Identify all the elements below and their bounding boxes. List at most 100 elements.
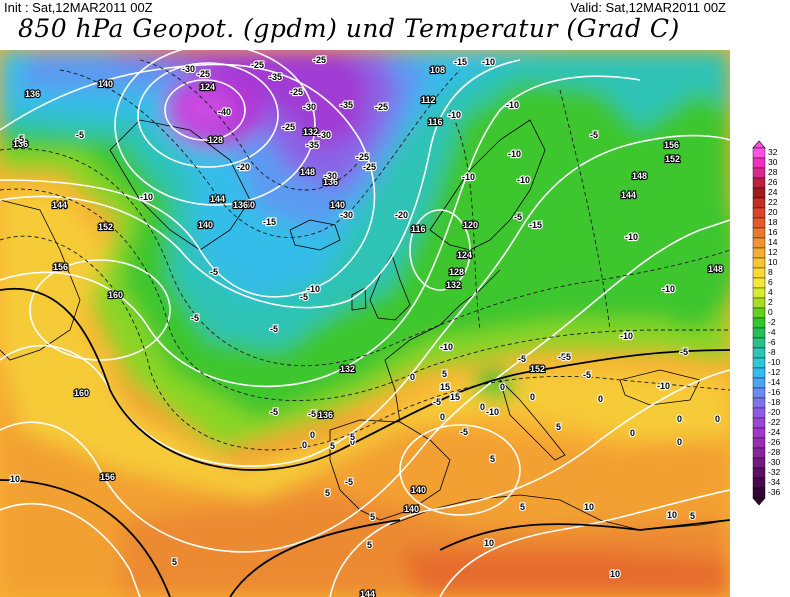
legend-bottom-arrow bbox=[752, 497, 766, 506]
temperature-label: -10 bbox=[625, 232, 638, 242]
legend-swatch bbox=[752, 197, 766, 209]
temperature-label: -5 bbox=[16, 134, 24, 144]
temperature-label: 10 bbox=[10, 474, 20, 484]
temperature-label: 0 bbox=[677, 437, 682, 447]
legend-swatch bbox=[752, 207, 766, 219]
legend-swatch bbox=[752, 237, 766, 249]
legend-tick-label: 28 bbox=[768, 167, 778, 177]
geopotential-label: 148 bbox=[708, 264, 723, 274]
legend-tick-label: 26 bbox=[768, 177, 778, 187]
temperature-label: -5 bbox=[563, 352, 571, 362]
geopotential-label: 112 bbox=[421, 95, 436, 105]
geopotential-label: 136 bbox=[25, 89, 40, 99]
legend-swatch bbox=[752, 157, 766, 169]
temperature-label: -30 bbox=[303, 102, 316, 112]
legend-tick-label: 32 bbox=[768, 147, 778, 157]
legend-swatch bbox=[752, 327, 766, 339]
legend-tick-label: -10 bbox=[768, 357, 781, 367]
legend-swatch bbox=[752, 297, 766, 309]
temperature-label: -5 bbox=[191, 313, 199, 323]
legend-swatch bbox=[752, 417, 766, 429]
temperature-label: -5 bbox=[270, 324, 278, 334]
temperature-label: -5 bbox=[680, 347, 688, 357]
geopotential-label: 152 bbox=[98, 222, 113, 232]
geopotential-label: 148 bbox=[632, 171, 647, 181]
temperature-label: -25 bbox=[363, 162, 376, 172]
legend-tick-label: 20 bbox=[768, 207, 778, 217]
legend-top-arrow bbox=[752, 140, 766, 149]
geopotential-label: 136 bbox=[233, 200, 248, 210]
legend-tick-label: 4 bbox=[768, 287, 773, 297]
temperature-label: 0 bbox=[410, 372, 415, 382]
geopotential-label: 144 bbox=[621, 190, 636, 200]
geopotential-label: 140 bbox=[98, 79, 113, 89]
temperature-label: -10 bbox=[517, 175, 530, 185]
geopotential-label: 128 bbox=[449, 267, 464, 277]
legend-swatch bbox=[752, 177, 766, 189]
legend-tick-label: -6 bbox=[768, 337, 776, 347]
temperature-label: -5 bbox=[518, 354, 526, 364]
temperature-label: 10 bbox=[484, 538, 494, 548]
geopotential-label: 132 bbox=[446, 280, 461, 290]
legend-tick-label: -24 bbox=[768, 427, 781, 437]
temperature-label: -10 bbox=[482, 57, 495, 67]
geopotential-label: 124 bbox=[200, 82, 215, 92]
legend-tick-label: -12 bbox=[768, 367, 781, 377]
legend-swatch bbox=[752, 347, 766, 359]
temperature-label: 5 bbox=[350, 432, 355, 442]
color-legend: 32302826242220181614121086420-2-4-6-8-10… bbox=[752, 140, 781, 506]
temperature-label: 0 bbox=[598, 394, 603, 404]
temperature-label: 5 bbox=[490, 454, 495, 464]
temperature-label: -10 bbox=[486, 407, 499, 417]
temperature-label: -10 bbox=[448, 110, 461, 120]
temperature-field bbox=[0, 50, 730, 597]
legend-swatch bbox=[752, 467, 766, 479]
legend-swatch bbox=[752, 247, 766, 259]
legend-tick-label: 14 bbox=[768, 237, 778, 247]
legend-swatch bbox=[752, 427, 766, 439]
geopotential-label: 140 bbox=[198, 220, 213, 230]
legend-swatch bbox=[752, 407, 766, 419]
geopotential-label: 156 bbox=[664, 140, 679, 150]
temperature-label: -5 bbox=[270, 407, 278, 417]
legend-tick-label: -30 bbox=[768, 457, 781, 467]
temperature-label: -10 bbox=[307, 284, 320, 294]
temperature-label: -5 bbox=[583, 370, 591, 380]
geopotential-label: 116 bbox=[411, 224, 426, 234]
temperature-label: -25 bbox=[197, 69, 210, 79]
temperature-label: 5 bbox=[520, 502, 525, 512]
temperature-label: -20 bbox=[395, 210, 408, 220]
legend-swatch bbox=[752, 437, 766, 449]
legend-tick-label: 24 bbox=[768, 187, 778, 197]
legend-swatch bbox=[752, 357, 766, 369]
temperature-label: 0 bbox=[302, 440, 307, 450]
temperature-label: -5 bbox=[590, 130, 598, 140]
geopotential-label: 128 bbox=[208, 135, 223, 145]
legend-tick-label: -26 bbox=[768, 437, 781, 447]
temperature-label: 10 bbox=[610, 569, 620, 579]
legend-tick-label: -16 bbox=[768, 387, 781, 397]
temperature-label: -10 bbox=[657, 381, 670, 391]
geopotential-label: 152 bbox=[530, 364, 545, 374]
geopotential-label: 116 bbox=[428, 117, 443, 127]
geopotential-label: 144 bbox=[52, 200, 67, 210]
geopotential-label: 136 bbox=[13, 139, 28, 149]
legend-swatch bbox=[752, 267, 766, 279]
geopotential-label: 144 bbox=[360, 589, 375, 597]
temperature-label: 15 bbox=[440, 382, 450, 392]
legend-swatch bbox=[752, 287, 766, 299]
temperature-label: -5 bbox=[308, 409, 316, 419]
temperature-label: -25 bbox=[290, 87, 303, 97]
init-time-label: Init : Sat,12MAR2011 00Z bbox=[4, 0, 153, 15]
legend-tick-label: 30 bbox=[768, 157, 778, 167]
temperature-label: 5 bbox=[325, 488, 330, 498]
legend-swatch bbox=[752, 387, 766, 399]
temperature-label: -25 bbox=[251, 60, 264, 70]
temperature-label: 15 bbox=[450, 392, 460, 402]
legend-swatch bbox=[752, 257, 766, 269]
geopotential-label: 144 bbox=[210, 194, 225, 204]
temperature-label: -15 bbox=[454, 57, 467, 67]
temperature-label: -15 bbox=[529, 220, 542, 230]
temperature-label: -40 bbox=[218, 107, 231, 117]
